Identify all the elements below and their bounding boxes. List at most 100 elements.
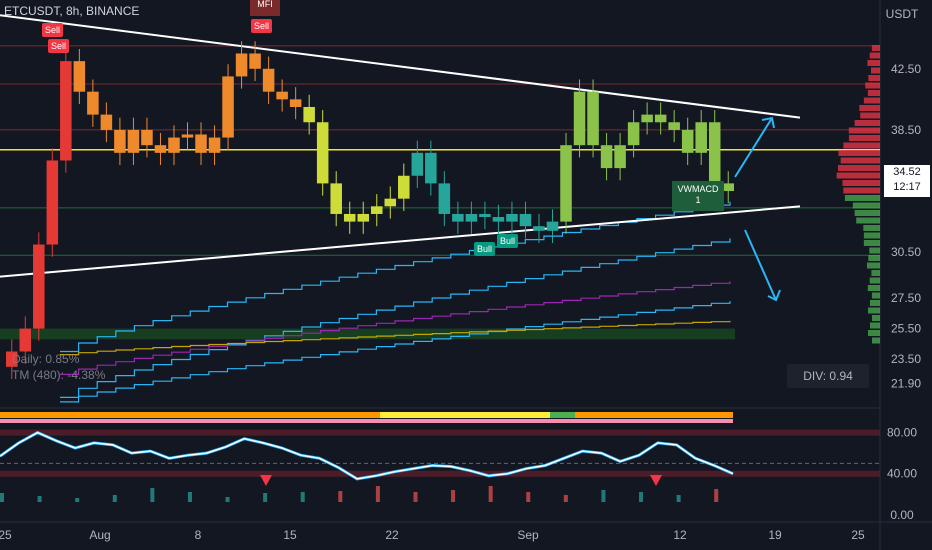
candle-body [87,91,99,115]
osc-tick-label: 40.00 [887,467,917,481]
candle-body [114,129,126,153]
mfi-text: MFI [257,0,273,9]
volume-profile-bar [854,210,880,216]
bar-countdown: 12:17 [893,181,921,193]
candle-body [249,53,261,69]
date-tick-label: 19 [768,528,782,542]
sell-signal-1: Sell [42,23,64,37]
osc-volume-bar [0,493,4,502]
lower-trendline [0,205,801,278]
candle-body [6,351,18,367]
volume-profile-bar [869,322,880,329]
candle-body [398,175,410,199]
candle-body [492,217,505,222]
osc-volume-bar [451,490,456,502]
volume-profile-bar [871,315,880,321]
osc-tick-label: 80.00 [887,426,917,440]
osc-volume-bar [563,495,568,502]
osc-volume-bar [187,492,192,502]
down-triangle-1 [260,475,272,486]
osc-volume-bar [75,498,80,502]
osc-volume-bar [225,497,230,502]
osc-volume-bar [413,492,418,502]
candle-body [46,160,59,245]
date-tick-label: 25 [851,528,865,542]
volume-profile-bar [836,172,880,179]
volume-profile-bar [856,217,880,224]
osc-volume-bar [263,493,268,502]
candle-body [722,183,734,192]
sell-signal-2: Sell [48,39,70,53]
candle-body [411,152,424,176]
candle-body [573,91,586,146]
date-tick-label: 8 [195,528,202,542]
trend-bar-yellow [380,412,550,418]
daily-stat: Daily: 0.85% [12,352,80,366]
volume-profile-bar [867,285,880,291]
volume-profile-bar [860,112,880,119]
trend-bar-pink [0,419,733,423]
candle-body [195,134,207,153]
volume-profile-bar [867,330,880,336]
candle-body [654,114,667,123]
volume-profile-bar [863,232,880,239]
candle-body [303,106,315,123]
date-tick-label: Aug [89,528,110,542]
osc-volume-bar [676,495,681,502]
candle-body [384,198,397,207]
symbol-header: ETCUSDT, 8h, BINANCE [4,4,140,18]
candle-body [465,213,478,222]
osc-volume-bar [150,488,155,502]
price-tick-label: 23.50 [891,352,921,366]
candle-body [343,213,356,222]
price-tick-label: 30.50 [891,245,921,259]
osc-tick-label: 0.00 [890,508,914,522]
vwmacd-label: VWMACD [677,184,719,194]
candle-body [141,129,153,146]
volume-profile-bar [869,277,880,284]
candle-body [452,213,464,222]
candle-body [60,61,72,161]
date-tick-label: 12 [673,528,687,542]
candle-body [695,122,707,153]
volume-profile-bar [865,82,880,89]
candle-body [533,226,545,231]
currency-label: USDT [886,7,919,21]
volume-profile-bar [859,105,880,111]
volume-profile-bar [838,150,880,156]
candle-body [154,145,167,153]
candle-body [168,137,180,153]
osc-volume-bar [601,490,606,502]
volume-profile-bar [838,165,880,171]
candle-body [425,152,437,184]
candle-body [438,183,451,214]
volume-profile-bar [842,180,880,186]
candle-body [708,122,721,184]
candle-body [127,129,140,153]
last-price-label: 34.52 12:17 [884,165,930,197]
volume-profile-bar [868,75,880,81]
price-tick-label: 42.50 [891,62,921,76]
osc-volume-bar [488,486,493,502]
volume-profile-bar [844,195,880,201]
osc-volume-bar [112,495,117,502]
candle-body [600,145,613,169]
volume-profile-bar [871,337,880,344]
date-tick-label: 15 [283,528,297,542]
candle-body [668,122,680,130]
candle-body [73,61,86,92]
sell-signal-3: Sell [251,19,273,33]
bull-signal-2: Bull [497,234,519,248]
candle-body [681,129,694,153]
candle-body [506,213,518,222]
volume-profile-bar [863,97,880,104]
volume-profile-bar [848,135,880,141]
price-tick-label: 38.50 [891,123,921,137]
price-tick-label: 27.50 [891,291,921,305]
candle-body [235,53,248,77]
volume-profile-bar [868,255,880,261]
osc-volume-bar [37,496,42,502]
candle-body [357,213,369,222]
price-tick-label: 21.90 [891,377,921,391]
down-arrow [744,229,781,302]
